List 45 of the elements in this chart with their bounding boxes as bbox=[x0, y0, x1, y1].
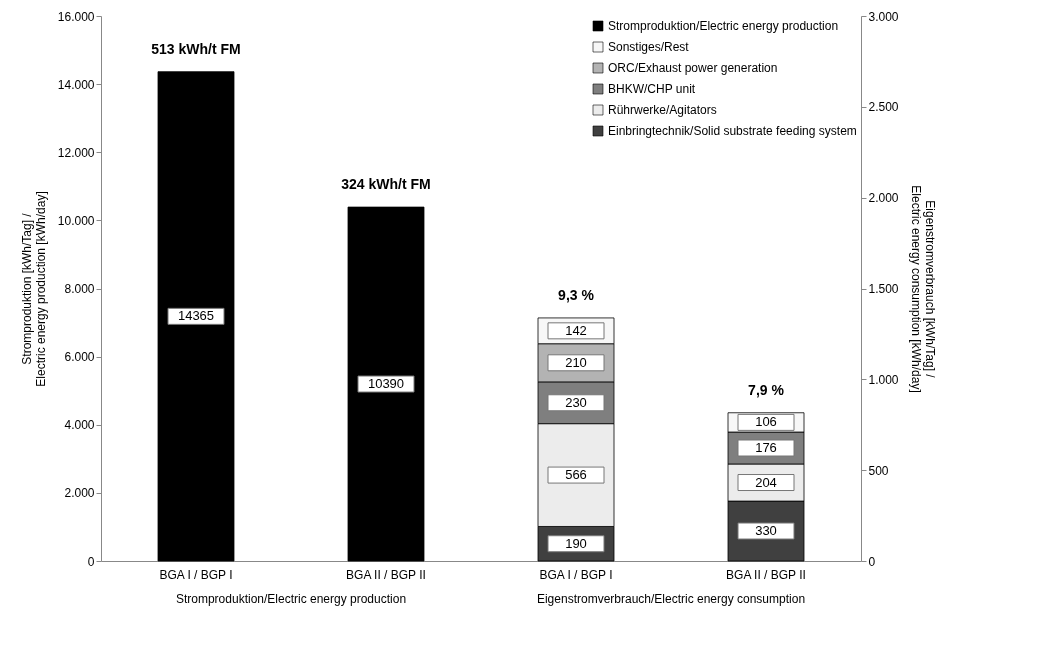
data-label: 210 bbox=[565, 354, 587, 370]
data-label: 230 bbox=[565, 394, 587, 410]
y-tick-label: 12.000 bbox=[57, 145, 95, 160]
y-tick-label: 8.000 bbox=[64, 282, 95, 296]
data-label: 10390 bbox=[367, 376, 405, 392]
legend-label: BHKW/CHP unit bbox=[608, 82, 696, 96]
x-tick-label: BGA I / BGP I bbox=[539, 567, 613, 582]
y-tick-label: 4.000 bbox=[64, 418, 95, 433]
y-tick-label: 16.000 bbox=[57, 9, 95, 24]
legend-label: Sonstiges/Rest bbox=[608, 40, 690, 54]
y2-axis-title: Eigenstromverbrauch [kWh/Tag] / Electric energy consumption [kWh/day] bbox=[908, 185, 937, 393]
y2-tick-label: 3.000 bbox=[868, 9, 899, 24]
y2-tick-label: 500 bbox=[868, 463, 889, 478]
y2-tick-label: 2.500 bbox=[868, 100, 899, 115]
y2-tick-label: 2.000 bbox=[868, 191, 899, 206]
x-tick-label: BGA I / BGP I bbox=[159, 567, 233, 582]
data-label: 176 bbox=[755, 440, 777, 455]
data-label: 14365 bbox=[177, 308, 215, 324]
y-tick-label: 6.000 bbox=[64, 350, 95, 365]
y2-tick-label: 1.000 bbox=[868, 372, 899, 387]
annotation: 324 kWh/t FM bbox=[341, 176, 431, 193]
legend-label: Stromproduktion/Electric energy production bbox=[608, 19, 839, 33]
y2-tick-label: 0 bbox=[868, 554, 876, 569]
data-label: 190 bbox=[565, 535, 587, 551]
y-tick-label: 10.000 bbox=[57, 213, 95, 228]
data-label: 330 bbox=[755, 523, 777, 539]
text: Eigenstromverbrauch/Electric energy consumption bbox=[536, 592, 806, 606]
legend-label: Einbringtechnik/Solid substrate feeding system bbox=[608, 124, 857, 138]
data-label: 204 bbox=[755, 474, 777, 490]
annotation: 7,9 % bbox=[748, 381, 785, 398]
x-tick-label: BGA II / BGP II bbox=[726, 567, 806, 582]
data-label: 106 bbox=[755, 414, 777, 430]
y-axis-title: Stromproduktion [kWh/Tag] / Electric energy production [kWh/day] bbox=[19, 191, 48, 387]
legend-label: Rührwerke/Agitators bbox=[608, 103, 717, 117]
y-tick-label: 14.000 bbox=[57, 77, 95, 92]
y-tick-label: 2.000 bbox=[64, 486, 95, 501]
data-label: 566 bbox=[565, 467, 587, 483]
annotation: 9,3 % bbox=[558, 286, 595, 303]
annotation: 513 kWh/t FM bbox=[151, 40, 241, 57]
data-label: 142 bbox=[565, 322, 587, 338]
y-tick-label: 0 bbox=[87, 554, 95, 569]
text: Stromproduktion/Electric energy production bbox=[175, 592, 407, 606]
legend-label: ORC/Exhaust power generation bbox=[608, 61, 778, 75]
x-tick-label: BGA II / BGP II bbox=[346, 567, 426, 582]
y2-tick-label: 1.500 bbox=[868, 282, 899, 296]
